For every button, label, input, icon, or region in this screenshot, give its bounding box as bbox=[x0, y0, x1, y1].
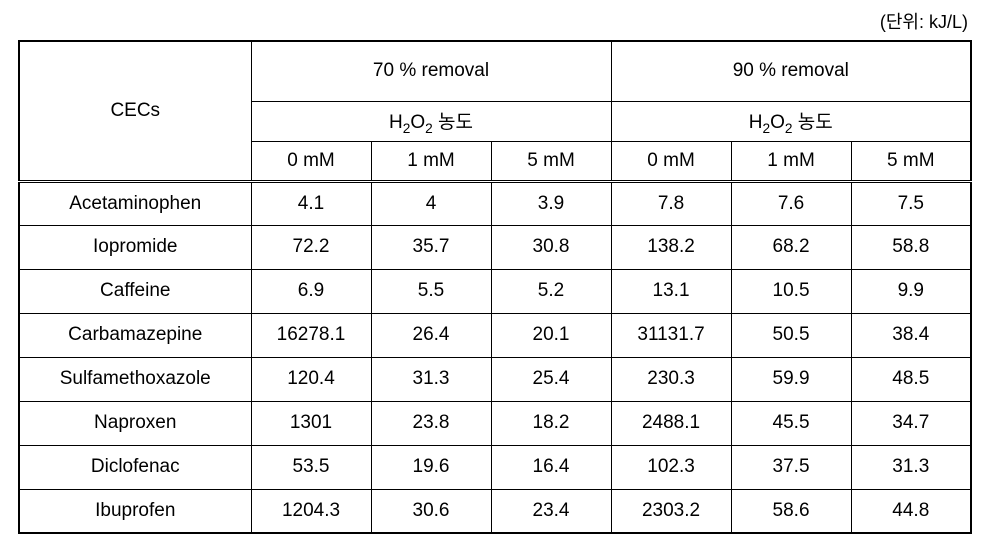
table-row: Sulfamethoxazole120.431.325.4230.359.948… bbox=[19, 357, 971, 401]
value-cell: 30.8 bbox=[491, 225, 611, 269]
value-cell: 138.2 bbox=[611, 225, 731, 269]
cecs-name-cell: Diclofenac bbox=[19, 445, 251, 489]
value-cell: 7.5 bbox=[851, 181, 971, 225]
value-cell: 20.1 bbox=[491, 313, 611, 357]
value-cell: 31.3 bbox=[371, 357, 491, 401]
value-cell: 72.2 bbox=[251, 225, 371, 269]
value-cell: 2488.1 bbox=[611, 401, 731, 445]
value-cell: 4.1 bbox=[251, 181, 371, 225]
table-row: Carbamazepine16278.126.420.131131.750.53… bbox=[19, 313, 971, 357]
header-removal-90: 90 % removal bbox=[611, 41, 971, 101]
value-cell: 7.8 bbox=[611, 181, 731, 225]
value-cell: 3.9 bbox=[491, 181, 611, 225]
value-cell: 1301 bbox=[251, 401, 371, 445]
cecs-name-cell: Sulfamethoxazole bbox=[19, 357, 251, 401]
data-table: CECs 70 % removal 90 % removal H2O2 농도 H… bbox=[18, 40, 972, 534]
value-cell: 59.9 bbox=[731, 357, 851, 401]
value-cell: 45.5 bbox=[731, 401, 851, 445]
value-cell: 44.8 bbox=[851, 489, 971, 533]
cecs-name-cell: Iopromide bbox=[19, 225, 251, 269]
value-cell: 120.4 bbox=[251, 357, 371, 401]
value-cell: 6.9 bbox=[251, 269, 371, 313]
table-row: Iopromide72.235.730.8138.268.258.8 bbox=[19, 225, 971, 269]
table-row: Naproxen130123.818.22488.145.534.7 bbox=[19, 401, 971, 445]
cecs-name-cell: Carbamazepine bbox=[19, 313, 251, 357]
header-90-1mm: 1 mM bbox=[731, 141, 851, 181]
value-cell: 23.4 bbox=[491, 489, 611, 533]
header-70-0mm: 0 mM bbox=[251, 141, 371, 181]
unit-label: (단위: kJ/L) bbox=[18, 8, 972, 34]
value-cell: 16278.1 bbox=[251, 313, 371, 357]
header-70-5mm: 5 mM bbox=[491, 141, 611, 181]
header-cecs: CECs bbox=[19, 41, 251, 181]
value-cell: 26.4 bbox=[371, 313, 491, 357]
header-90-5mm: 5 mM bbox=[851, 141, 971, 181]
value-cell: 37.5 bbox=[731, 445, 851, 489]
value-cell: 18.2 bbox=[491, 401, 611, 445]
value-cell: 30.6 bbox=[371, 489, 491, 533]
header-h2o2-90: H2O2 농도 bbox=[611, 101, 971, 141]
value-cell: 25.4 bbox=[491, 357, 611, 401]
table-row: Acetaminophen4.143.97.87.67.5 bbox=[19, 181, 971, 225]
value-cell: 4 bbox=[371, 181, 491, 225]
cecs-name-cell: Caffeine bbox=[19, 269, 251, 313]
value-cell: 23.8 bbox=[371, 401, 491, 445]
value-cell: 5.5 bbox=[371, 269, 491, 313]
value-cell: 34.7 bbox=[851, 401, 971, 445]
cecs-name-cell: Ibuprofen bbox=[19, 489, 251, 533]
value-cell: 1204.3 bbox=[251, 489, 371, 533]
value-cell: 48.5 bbox=[851, 357, 971, 401]
value-cell: 9.9 bbox=[851, 269, 971, 313]
value-cell: 53.5 bbox=[251, 445, 371, 489]
value-cell: 102.3 bbox=[611, 445, 731, 489]
table-header: CECs 70 % removal 90 % removal H2O2 농도 H… bbox=[19, 41, 971, 181]
header-removal-70: 70 % removal bbox=[251, 41, 611, 101]
value-cell: 31.3 bbox=[851, 445, 971, 489]
value-cell: 19.6 bbox=[371, 445, 491, 489]
value-cell: 10.5 bbox=[731, 269, 851, 313]
value-cell: 35.7 bbox=[371, 225, 491, 269]
value-cell: 13.1 bbox=[611, 269, 731, 313]
header-h2o2-70: H2O2 농도 bbox=[251, 101, 611, 141]
value-cell: 16.4 bbox=[491, 445, 611, 489]
table-row: Diclofenac53.519.616.4102.337.531.3 bbox=[19, 445, 971, 489]
value-cell: 58.6 bbox=[731, 489, 851, 533]
cecs-name-cell: Naproxen bbox=[19, 401, 251, 445]
header-90-0mm: 0 mM bbox=[611, 141, 731, 181]
value-cell: 50.5 bbox=[731, 313, 851, 357]
value-cell: 38.4 bbox=[851, 313, 971, 357]
value-cell: 68.2 bbox=[731, 225, 851, 269]
table-row: Caffeine6.95.55.213.110.59.9 bbox=[19, 269, 971, 313]
table-body: Acetaminophen4.143.97.87.67.5Iopromide72… bbox=[19, 181, 971, 533]
value-cell: 31131.7 bbox=[611, 313, 731, 357]
value-cell: 58.8 bbox=[851, 225, 971, 269]
table-row: Ibuprofen1204.330.623.42303.258.644.8 bbox=[19, 489, 971, 533]
value-cell: 230.3 bbox=[611, 357, 731, 401]
value-cell: 2303.2 bbox=[611, 489, 731, 533]
value-cell: 5.2 bbox=[491, 269, 611, 313]
header-70-1mm: 1 mM bbox=[371, 141, 491, 181]
value-cell: 7.6 bbox=[731, 181, 851, 225]
cecs-name-cell: Acetaminophen bbox=[19, 181, 251, 225]
